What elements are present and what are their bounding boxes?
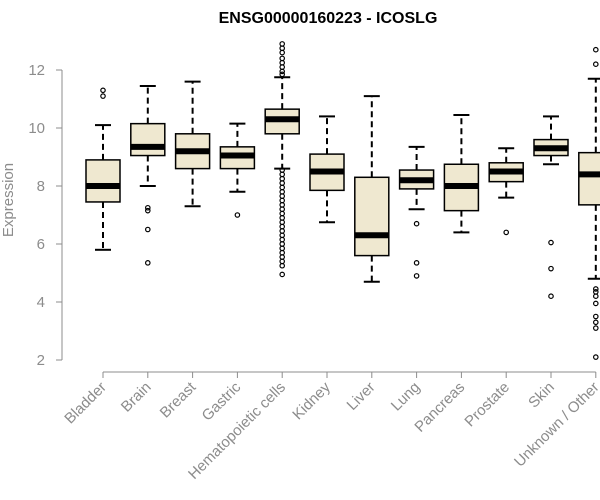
outlier-point [279,55,286,62]
outlier-point [234,212,241,218]
outlier-point [279,49,286,56]
outlier-point [279,184,286,191]
outlier-point [100,87,106,94]
box-group [309,115,345,224]
outlier-point [413,220,420,227]
outlier-point [592,325,599,331]
outlier-point [279,193,286,199]
outlier-point [279,45,286,52]
outlier-point [279,236,286,243]
outlier-point [145,260,151,266]
outlier-point [592,46,599,53]
outlier-point [279,219,286,226]
x-tick-label: Skin [525,379,558,412]
box-group [174,80,211,208]
outlier-point [279,68,286,75]
outlier-point [279,258,286,265]
outlier-point [413,273,420,279]
outlier-point [548,293,554,300]
box-iqr [354,176,390,257]
outlier-point [279,64,286,70]
outlier-point [279,202,286,208]
box-group [264,41,300,278]
outlier-point [592,286,599,292]
y-tick-label: 8 [37,178,45,195]
box-group [578,46,600,360]
outlier-point [100,93,106,99]
outlier-point [145,204,151,211]
box-group [533,115,569,300]
box-iqr [85,159,121,203]
x-tick-label: Brain [118,379,155,416]
outlier-point [279,223,286,230]
outlier-point [548,265,554,272]
outlier-point [592,319,599,326]
x-tick-label: Liver [344,379,379,414]
outlier-point [279,228,286,234]
y-axis-title: Expression [0,163,17,237]
box-group [398,145,435,279]
box-series [85,41,600,360]
outlier-point [279,271,286,278]
outlier-point [592,300,599,307]
outlier-point [592,293,599,300]
box-group [488,147,524,236]
outlier-point [592,313,599,320]
outlier-point [145,207,151,214]
outlier-point [145,226,151,233]
outlier-point [548,239,554,246]
outlier-point [503,229,510,236]
outlier-point [279,241,286,247]
x-tick-label: Prostate [461,379,513,431]
outlier-point [279,41,286,47]
outlier-point [279,197,286,204]
outlier-point [279,245,286,252]
box-group [443,113,480,234]
y-tick-label: 12 [28,62,45,79]
y-axis-ticks: 2 4 6 8 10 12 [28,62,62,369]
outlier-point [279,171,286,178]
y-tick-label: 10 [28,120,45,137]
box-group [85,87,121,251]
outlier-point [279,215,286,221]
outlier-point [279,232,286,239]
outlier-point [279,175,286,182]
y-tick-label: 2 [37,352,45,369]
outlier-point [279,59,286,66]
outlier-point [413,260,420,266]
x-tick-label: Lung [388,379,424,415]
outlier-point [592,354,599,360]
box-group [130,84,166,266]
box-iqr [578,151,600,206]
outlier-point [279,262,286,269]
y-tick-label: 6 [37,236,45,253]
outlier-point [279,180,286,186]
x-tick-label: Bladder [61,379,110,428]
outlier-point [279,254,286,260]
outlier-point [279,71,286,78]
outlier-point [279,189,286,195]
outlier-point [592,61,599,67]
box-iqr [130,122,166,157]
y-tick-label: 4 [37,294,45,311]
x-tick-label: Kidney [289,378,334,423]
box-group [354,95,390,283]
box-group [219,122,256,218]
x-tick-label: Breast [157,378,200,421]
outlier-point [592,289,599,295]
chart-title: ENSG00000160223 - ICOSLG [219,10,438,27]
outlier-point [279,249,286,256]
outlier-point [279,210,286,217]
outlier-point [279,206,286,213]
